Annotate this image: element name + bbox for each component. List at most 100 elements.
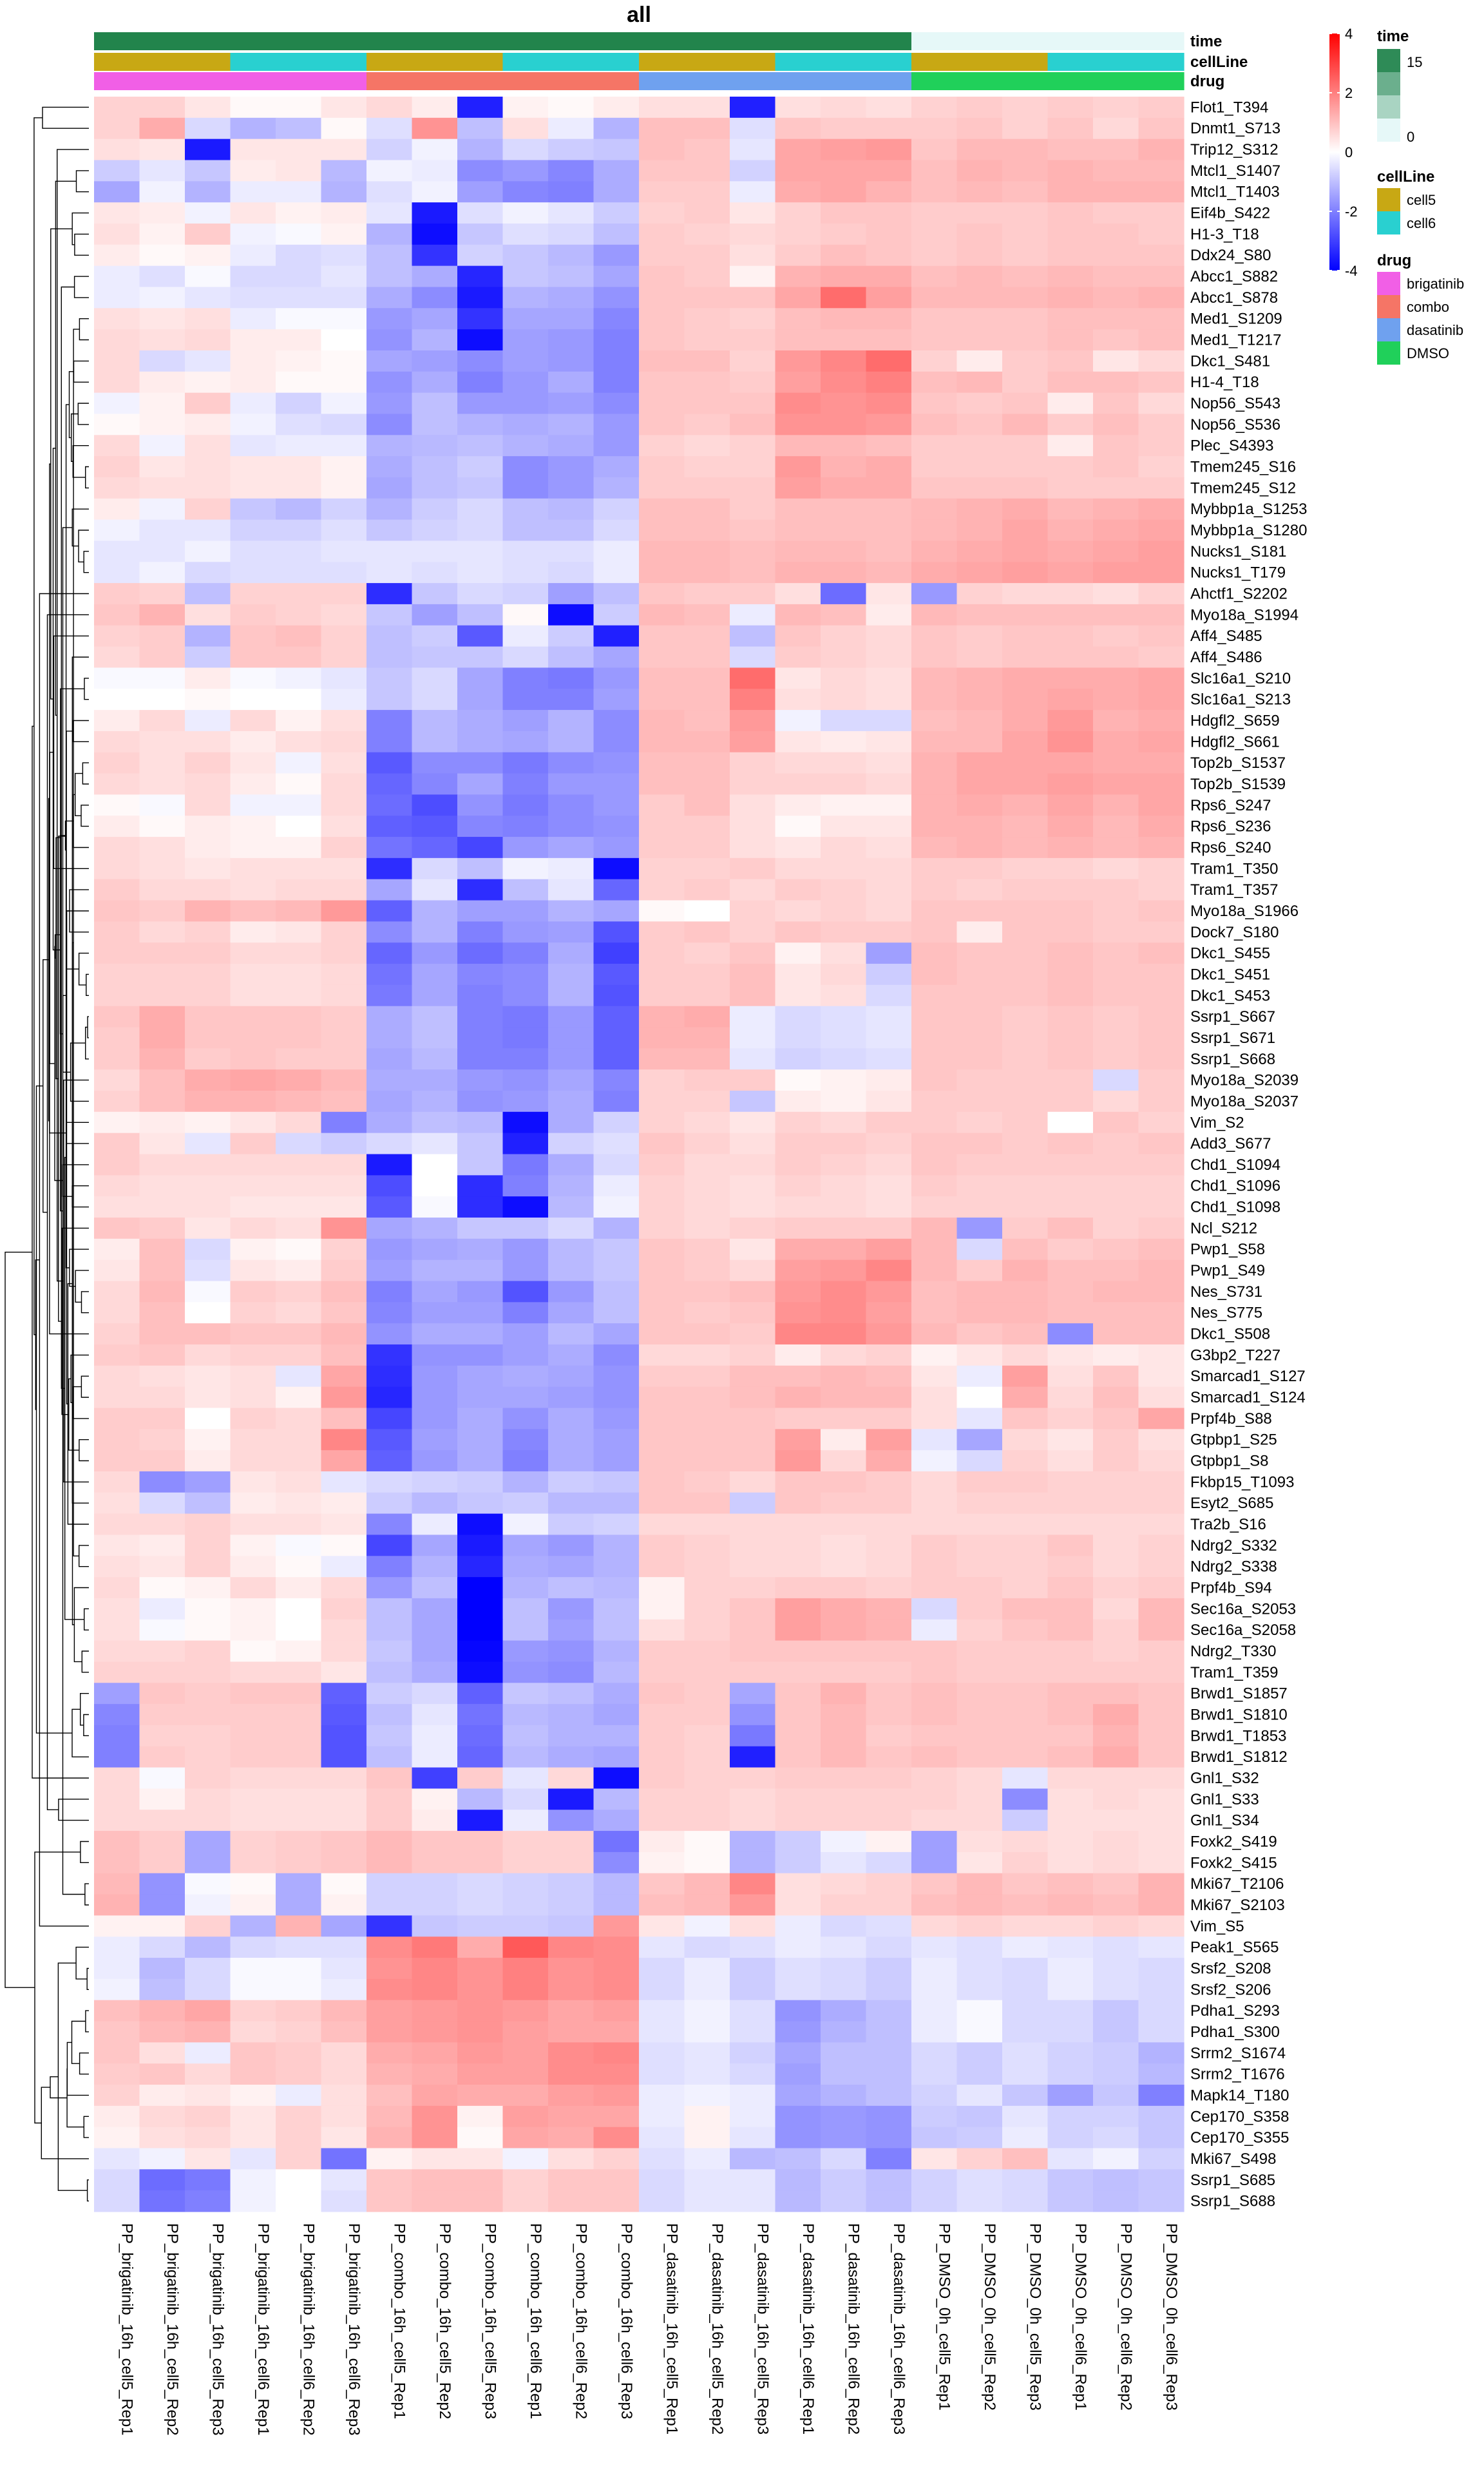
- heatmap-cell: [1002, 477, 1049, 499]
- heatmap-cell: [775, 942, 821, 964]
- heatmap-cell: [911, 202, 958, 224]
- heatmap-cell: [366, 1831, 413, 1853]
- heatmap-cell: [502, 1471, 549, 1493]
- heatmap-cell: [321, 773, 367, 795]
- heatmap-cell: [821, 942, 867, 964]
- heatmap-cell: [911, 350, 958, 372]
- heatmap-cell: [366, 2042, 413, 2064]
- heatmap-cell: [1138, 1281, 1184, 1303]
- heatmap-cell: [185, 1429, 231, 1451]
- heatmap-cell: [457, 2148, 504, 2170]
- heatmap-cell: [230, 1091, 276, 1113]
- heatmap-cell: [548, 1556, 595, 1578]
- heatmap-cell: [139, 731, 186, 753]
- heatmap-cell: [1047, 1471, 1094, 1493]
- heatmap-cell: [730, 1725, 776, 1747]
- heatmap-cell: [321, 625, 367, 647]
- heatmap-cell: [457, 1259, 504, 1282]
- heatmap-cell: [1093, 1133, 1139, 1155]
- heatmap-cell: [956, 1661, 1003, 1683]
- heatmap-cell: [956, 1978, 1003, 2001]
- heatmap-cell: [94, 1450, 140, 1472]
- heatmap-cell: [412, 1133, 458, 1155]
- heatmap-cell: [1047, 1810, 1094, 1831]
- heatmap-cell: [1047, 773, 1094, 795]
- heatmap-cell: [1047, 456, 1094, 478]
- heatmap-cell: [457, 879, 504, 901]
- heatmap-cell: [139, 2042, 186, 2064]
- heatmap-cell: [911, 1661, 958, 1683]
- heatmap-cell: [1047, 857, 1094, 880]
- heatmap-cell: [684, 921, 730, 943]
- heatmap-cell: [1002, 1683, 1049, 1705]
- heatmap-cell: [775, 2063, 821, 2085]
- heatmap-cell: [457, 202, 504, 224]
- heatmap-cell: [1093, 1810, 1139, 1831]
- heatmap-cell: [956, 2190, 1003, 2212]
- heatmap-cell: [730, 1048, 776, 1070]
- annotation-cell-drug: [502, 72, 549, 90]
- heatmap-cell: [366, 857, 413, 880]
- heatmap-cell: [684, 1281, 730, 1303]
- heatmap-cell: [230, 1217, 276, 1239]
- heatmap-cell: [593, 308, 640, 330]
- heatmap-cell: [1093, 1683, 1139, 1705]
- heatmap-cell: [412, 392, 458, 415]
- heatmap-cell: [139, 1746, 186, 1768]
- heatmap-cell: [730, 308, 776, 330]
- heatmap-cell: [276, 1450, 322, 1472]
- heatmap-cell: [1047, 984, 1094, 1007]
- heatmap-cell: [639, 752, 685, 774]
- heatmap-cell: [730, 857, 776, 880]
- heatmap-cell: [1047, 604, 1094, 626]
- heatmap-cell: [866, 583, 912, 605]
- annotation-cell-cellLine: [412, 53, 458, 71]
- heatmap-cell: [230, 816, 276, 837]
- heatmap-cell: [911, 371, 958, 394]
- heatmap-cell: [412, 1535, 458, 1556]
- heatmap-cell: [593, 244, 640, 267]
- legend-drug-swatch: [1377, 272, 1400, 295]
- heatmap-cell: [821, 731, 867, 753]
- heatmap-cell: [821, 265, 867, 288]
- heatmap-cell: [775, 625, 821, 647]
- row-label: Brwd1_S1812: [1190, 1748, 1288, 1766]
- heatmap-cell: [593, 646, 640, 669]
- heatmap-cell: [548, 604, 595, 626]
- heatmap-cell: [730, 583, 776, 605]
- heatmap-cell: [911, 1323, 958, 1345]
- heatmap-cell: [639, 1386, 685, 1409]
- heatmap-cell: [775, 984, 821, 1007]
- heatmap-cell: [139, 583, 186, 605]
- heatmap-cell: [502, 1598, 549, 1620]
- heatmap-cell: [911, 921, 958, 943]
- heatmap-cell: [94, 604, 140, 626]
- heatmap-cell: [730, 689, 776, 711]
- annotation-cell-drug: [1047, 72, 1094, 90]
- heatmap-cell: [730, 984, 776, 1007]
- heatmap-cell: [593, 667, 640, 689]
- heatmap-cell: [593, 160, 640, 182]
- heatmap-cell: [593, 1238, 640, 1261]
- heatmap-cell: [548, 942, 595, 964]
- heatmap-cell: [276, 1746, 322, 1768]
- heatmap-cell: [1047, 900, 1094, 922]
- heatmap-cell: [639, 773, 685, 795]
- heatmap-cell: [321, 1958, 367, 1980]
- heatmap-cell: [502, 1027, 549, 1049]
- heatmap-cell: [639, 244, 685, 267]
- heatmap-cell: [956, 1937, 1003, 1958]
- column-label: PP_DMSO_0h_cell6_Rep3: [1163, 2223, 1180, 2411]
- heatmap-cell: [866, 202, 912, 224]
- heatmap-cell: [1093, 1111, 1139, 1134]
- heatmap-cell: [593, 1175, 640, 1197]
- heatmap-cell: [1093, 942, 1139, 964]
- heatmap-cell: [366, 1217, 413, 1239]
- heatmap-cell: [956, 308, 1003, 330]
- heatmap-cell: [457, 160, 504, 182]
- heatmap-cell: [185, 265, 231, 288]
- heatmap-cell: [775, 1788, 821, 1810]
- heatmap-cell: [684, 879, 730, 901]
- heatmap-cell: [276, 160, 322, 182]
- heatmap-cell: [457, 1175, 504, 1197]
